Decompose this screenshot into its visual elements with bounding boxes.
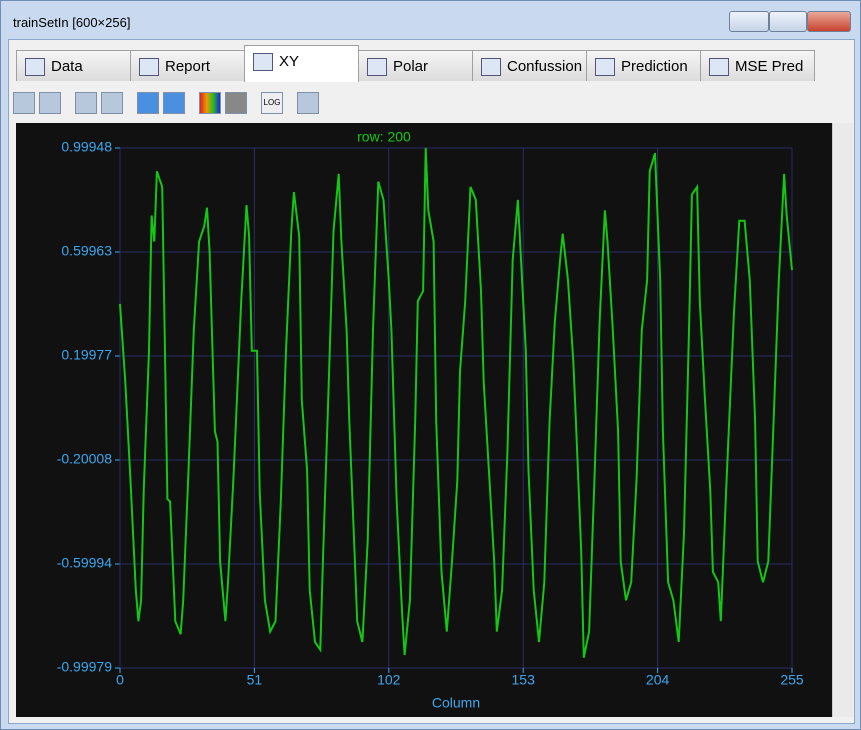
tab[interactable]: Polar: [358, 50, 473, 81]
data-line: [119, 147, 793, 658]
tab[interactable]: Data: [16, 50, 131, 81]
y-tick-label: -0.20008: [57, 451, 112, 467]
tab[interactable]: MSE Pred: [700, 50, 815, 81]
tool-icon[interactable]: [199, 92, 221, 114]
x-tick-label: 204: [646, 672, 670, 688]
chart-panel: row: 200 Column 0.99948 0.59963 0.19977 -0.…: [16, 123, 832, 717]
tab-icon: [367, 58, 387, 76]
tab[interactable]: Confussion: [472, 50, 587, 81]
client-area: Data Report XY Polar Confussion Prediction MSE…: [8, 39, 855, 724]
chart: row: 200 Column 0.99948 0.59963 0.19977 -0.…: [57, 129, 804, 711]
print-button[interactable]: [297, 92, 319, 114]
tool-icon[interactable]: [75, 92, 97, 114]
chart-title: row: 200: [357, 129, 411, 145]
tab[interactable]: XY: [244, 45, 359, 82]
x-tick-label: 102: [377, 672, 401, 688]
x-tick-label: 0: [116, 672, 124, 688]
log-button[interactable]: LOG: [261, 92, 283, 114]
close-button[interactable]: [807, 11, 851, 32]
scrollbar[interactable]: [832, 123, 853, 717]
tab-icon: [481, 58, 501, 76]
x-axis-label: Column: [432, 695, 480, 711]
tab[interactable]: Prediction: [586, 50, 701, 81]
x-tick-label: 255: [780, 672, 804, 688]
minimize-button[interactable]: [729, 11, 769, 32]
y-tick-label: 0.19977: [61, 347, 112, 363]
tab-label: Polar: [393, 58, 429, 75]
y-tick-label: 0.59963: [61, 243, 112, 259]
tab-label: XY: [279, 53, 300, 70]
tab-icon: [709, 58, 729, 76]
y-tick-label: -0.99979: [57, 659, 112, 675]
tab[interactable]: Report: [130, 50, 245, 81]
tab-icon: [139, 58, 159, 76]
tool-icon[interactable]: [101, 92, 123, 114]
tool-icon[interactable]: [39, 92, 61, 114]
tab-label: Prediction: [621, 58, 688, 75]
y-tick-label: -0.59994: [57, 555, 112, 571]
tab-icon: [253, 53, 273, 71]
tool-icon[interactable]: [225, 92, 247, 114]
tool-icon[interactable]: [13, 92, 35, 114]
tab-icon: [595, 58, 615, 76]
maximize-button[interactable]: [769, 11, 807, 32]
tool-icon[interactable]: [163, 92, 185, 114]
x-tick-label: 51: [247, 672, 263, 688]
tab-label: Report: [165, 58, 211, 75]
window-title: trainSetIn [600×256]: [13, 15, 131, 30]
tab-label: Confussion: [507, 58, 583, 75]
tab-icon: [25, 58, 45, 76]
y-tick-label: 0.99948: [61, 139, 112, 155]
tab-label: Data: [51, 58, 83, 75]
x-tick-label: 153: [512, 672, 536, 688]
tab-label: MSE Pred: [735, 58, 804, 75]
tool-icon[interactable]: [137, 92, 159, 114]
